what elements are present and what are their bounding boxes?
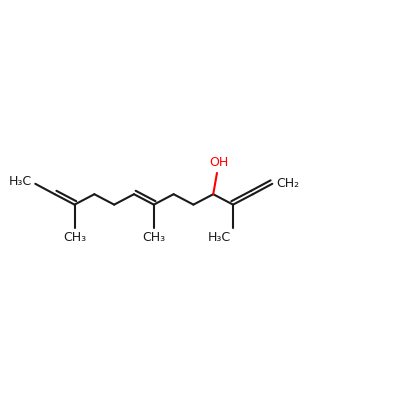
Text: CH₃: CH₃	[63, 231, 86, 244]
Text: OH: OH	[209, 156, 228, 169]
Text: H₃C: H₃C	[208, 231, 231, 244]
Text: CH₃: CH₃	[142, 231, 165, 244]
Text: H₃C: H₃C	[9, 175, 32, 188]
Text: CH₂: CH₂	[276, 177, 299, 190]
